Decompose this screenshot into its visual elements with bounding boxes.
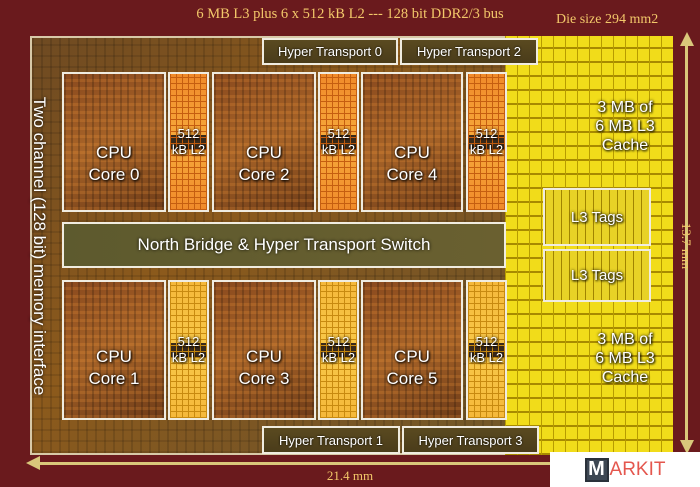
l2-label: 512 kB L2 xyxy=(469,334,504,365)
l2-cache-core-1: 512 kB L2 xyxy=(168,280,209,420)
core-label: Core 0 xyxy=(88,165,140,184)
cpu-core-3: CPU Core 3 xyxy=(212,280,316,420)
height-dimension-line xyxy=(685,42,688,447)
logo-m: M xyxy=(584,457,609,482)
core-label: CPU xyxy=(246,143,282,162)
cpu-core-0: CPU Core 0 xyxy=(62,72,166,212)
title: 6 MB L3 plus 6 x 512 kB L2 --- 128 bit D… xyxy=(196,6,504,22)
l2-label: 512 kB L2 xyxy=(321,126,356,157)
die-size-label: Die size 294 mm2 xyxy=(556,12,659,27)
arrow-left-icon xyxy=(26,456,40,470)
l3-cache-label-bottom: 3 MB of 6 MB L3 Cache xyxy=(595,331,655,386)
cpu-core-5: CPU Core 5 xyxy=(361,280,463,420)
core-label: Core 3 xyxy=(238,369,290,388)
logo-text: ARKIT xyxy=(609,458,666,480)
north-bridge: North Bridge & Hyper Transport Switch xyxy=(62,222,506,268)
l2-label: 512 kB L2 xyxy=(171,334,206,365)
core-label: Core 4 xyxy=(386,165,438,184)
hyper-transport-3: Hyper Transport 3 xyxy=(402,426,539,454)
core-label: CPU xyxy=(96,347,132,366)
markit-logo: M ARKIT xyxy=(550,452,700,487)
core-label: CPU xyxy=(246,347,282,366)
core-label: Core 5 xyxy=(386,369,438,388)
l2-cache-core-2: 512 kB L2 xyxy=(318,72,359,212)
arrow-down-icon xyxy=(680,440,694,454)
core-label: CPU xyxy=(96,143,132,162)
hyper-transport-2: Hyper Transport 2 xyxy=(400,38,538,65)
width-dimension-label: 21.4 mm xyxy=(326,468,374,483)
l3-tags-lower: L3 Tags xyxy=(543,249,651,302)
cpu-core-1: CPU Core 1 xyxy=(62,280,166,420)
core-label: Core 1 xyxy=(88,369,140,388)
core-label: CPU xyxy=(394,143,430,162)
l3-tags-upper: L3 Tags xyxy=(543,188,651,246)
core-label: Core 2 xyxy=(238,165,290,184)
core-label: CPU xyxy=(394,347,430,366)
cpu-core-2: CPU Core 2 xyxy=(212,72,316,212)
l2-cache-core-3: 512 kB L2 xyxy=(318,280,359,420)
l2-label: 512 kB L2 xyxy=(321,334,356,365)
width-dimension-line xyxy=(38,462,690,465)
arrow-up-icon xyxy=(680,32,694,46)
hyper-transport-0: Hyper Transport 0 xyxy=(262,38,398,65)
cpu-core-4: CPU Core 4 xyxy=(361,72,463,212)
l2-cache-core-4: 512 kB L2 xyxy=(466,72,507,212)
hyper-transport-1: Hyper Transport 1 xyxy=(262,426,400,454)
l2-cache-core-5: 512 kB L2 xyxy=(466,280,507,420)
l3-cache-label-top: 3 MB of 6 MB L3 Cache xyxy=(595,99,655,154)
l2-label: 512 kB L2 xyxy=(171,126,206,157)
l2-cache-core-0: 512 kB L2 xyxy=(168,72,209,212)
memory-interface-label: Two channel (128 bit) memory interface xyxy=(30,96,49,396)
l2-label: 512 kB L2 xyxy=(469,126,504,157)
height-dimension-label: 13.7 mm xyxy=(679,222,694,270)
